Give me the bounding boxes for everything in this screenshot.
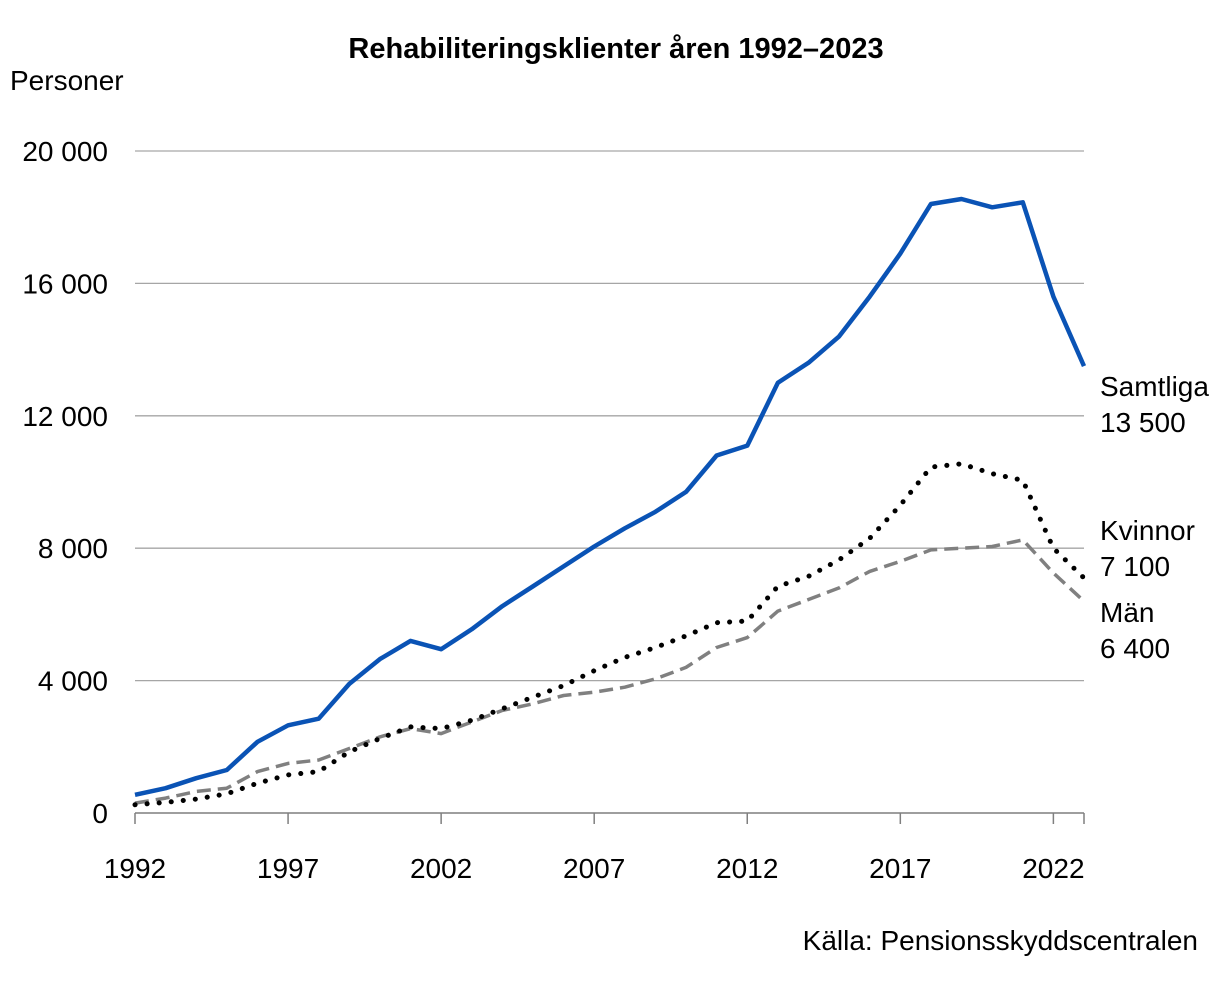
x-tick-label: 2002 — [410, 853, 472, 884]
x-tick-label: 2022 — [1022, 853, 1084, 884]
y-tick-label: 0 — [92, 798, 108, 829]
series-name-label: Män — [1100, 597, 1154, 628]
gridlines — [135, 150, 1084, 682]
end-labels: Samtliga 13 500 Kvinnor 7 100 Män 6 400 — [1100, 371, 1209, 664]
x-tick-label: 2007 — [563, 853, 625, 884]
y-tick-label: 16 000 — [22, 268, 108, 299]
chart-title: Rehabiliteringsklienter åren 1992–2023 — [348, 33, 883, 65]
y-tick-label: 20 000 — [22, 136, 108, 167]
series-lines — [132, 196, 1087, 808]
series-line-m-n — [134, 538, 1086, 805]
series-end-value-label: 7 100 — [1100, 551, 1170, 582]
series-name-label: Samtliga — [1100, 371, 1209, 402]
source-note: Källa: Pensionsskyddscentralen — [803, 925, 1198, 956]
x-tick-label: 2012 — [716, 853, 778, 884]
x-tick-label: 1997 — [257, 853, 319, 884]
series-name-label: Kvinnor — [1100, 515, 1195, 546]
series-end-value-label: 13 500 — [1100, 407, 1186, 438]
y-axis-label: Personer — [10, 65, 124, 96]
y-tick-label: 8 000 — [38, 533, 108, 564]
x-tick-label: 2017 — [869, 853, 931, 884]
series-end-value-label: 6 400 — [1100, 633, 1170, 664]
y-tick-label: 12 000 — [22, 401, 108, 432]
series-line-samtliga — [134, 196, 1087, 797]
x-tick-label: 1992 — [104, 853, 166, 884]
y-tick-label: 4 000 — [38, 666, 108, 697]
y-axis-ticks: 0 4 000 8 000 12 000 16 000 20 000 — [22, 136, 108, 829]
series-line-kvinnor — [132, 461, 1087, 808]
x-axis: 1992 1997 2002 2007 2012 2017 2022 — [104, 812, 1085, 884]
